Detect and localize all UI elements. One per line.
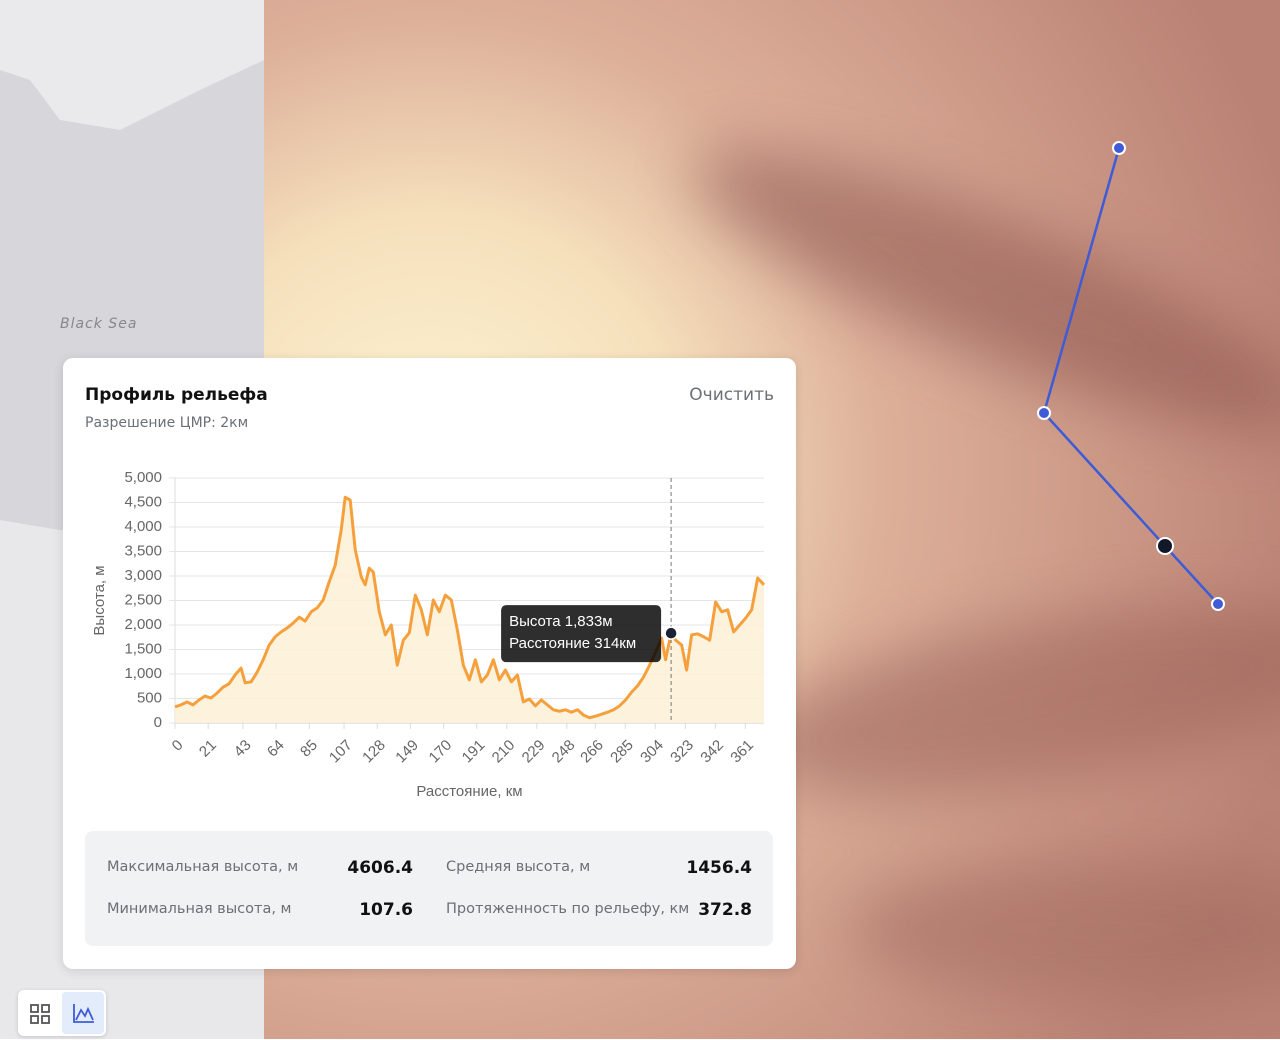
y-tick-label: 2,000: [124, 616, 162, 633]
y-tick-label: 3,000: [124, 567, 162, 584]
stats: Максимальная высота, м 4606.4 Средняя вы…: [85, 831, 773, 946]
x-axis-title: Расстояние, км: [416, 783, 522, 800]
x-tick-label: 0: [169, 737, 187, 755]
x-tick-label: 21: [196, 737, 220, 761]
x-tick-label: 43: [231, 737, 255, 761]
line: [174, 495, 766, 720]
area: [175, 497, 764, 723]
x-tick-label: 64: [264, 737, 288, 761]
stat-label: Средняя высота, м: [446, 859, 591, 875]
stat-value: 107.6: [359, 900, 413, 920]
y-tick-label: 3,500: [124, 542, 162, 559]
y-tick-label: 4,000: [124, 518, 162, 535]
stat-label: Максимальная высота, м: [107, 859, 299, 875]
grid-button[interactable]: [30, 1004, 50, 1024]
y-tick-label: 2,500: [124, 591, 162, 608]
land: [0, 0, 264, 130]
x-tick-label: 342: [697, 737, 727, 767]
x-tick-label: 304: [637, 737, 667, 767]
hover-point: [1156, 537, 1174, 555]
tooltip-text: Расстояние 314км: [509, 635, 636, 652]
mountains: [692, 150, 1280, 1000]
panel-subtitle: Разрешение ЦМР: 2км: [85, 415, 249, 431]
toolbar-icons: [30, 992, 104, 1034]
sea-label: Black Sea: [60, 316, 137, 332]
x-tick-label: 266: [577, 737, 607, 767]
x-tick-label: 149: [392, 737, 422, 767]
stat-value: 372.8: [698, 900, 752, 920]
route-line: [1042, 147, 1219, 605]
tooltip-box: [501, 605, 662, 663]
profile-panel: Профиль рельефа Разрешение ЦМР: 2км Очис…: [63, 358, 796, 969]
x-tick-label: 107: [326, 737, 356, 767]
clear-button[interactable]: Очистить: [689, 385, 774, 405]
x-tick-label: 285: [607, 737, 637, 767]
route-point[interactable]: [1037, 406, 1051, 420]
y-axis-title: Высота, м: [91, 565, 108, 635]
y-tick-label: 4,500: [124, 493, 162, 510]
y-tick-label: 1,000: [124, 665, 162, 682]
x-tick-label: 361: [727, 737, 757, 767]
x-tick-label: 248: [549, 737, 579, 767]
x-tick-label: 229: [519, 737, 549, 767]
route-point[interactable]: [1112, 141, 1126, 155]
stat-label: Протяженность по рельефу, км: [446, 901, 690, 917]
chart: 0 500 1,000 1,500 2,000 2,500 3,000 3,500 4,000 4…: [91, 469, 766, 800]
x-tick-label: 191: [459, 737, 489, 767]
tooltip-text: Высота 1,833м: [509, 613, 613, 630]
toolbar: [18, 990, 106, 1036]
y-tick-label: 5,000: [124, 469, 162, 486]
x-tick-label: 323: [667, 737, 697, 767]
y-tick-label: 1,500: [124, 640, 162, 657]
profile-button[interactable]: [73, 1004, 94, 1023]
stat-value: 4606.4: [347, 858, 413, 878]
hover-point: [664, 626, 678, 640]
x-tick-label: 85: [297, 737, 321, 761]
x-tick-label: 170: [426, 737, 456, 767]
x-tick-label: 210: [489, 737, 519, 767]
route-point[interactable]: [1211, 597, 1225, 611]
stat-label: Минимальная высота, м: [107, 901, 292, 917]
x-tick-label: 128: [359, 737, 389, 767]
y-tick-label: 500: [137, 689, 162, 706]
stat-value: 1456.4: [686, 858, 752, 878]
panel-title: Профиль рельефа: [85, 385, 268, 405]
y-tick-label: 0: [154, 714, 162, 731]
